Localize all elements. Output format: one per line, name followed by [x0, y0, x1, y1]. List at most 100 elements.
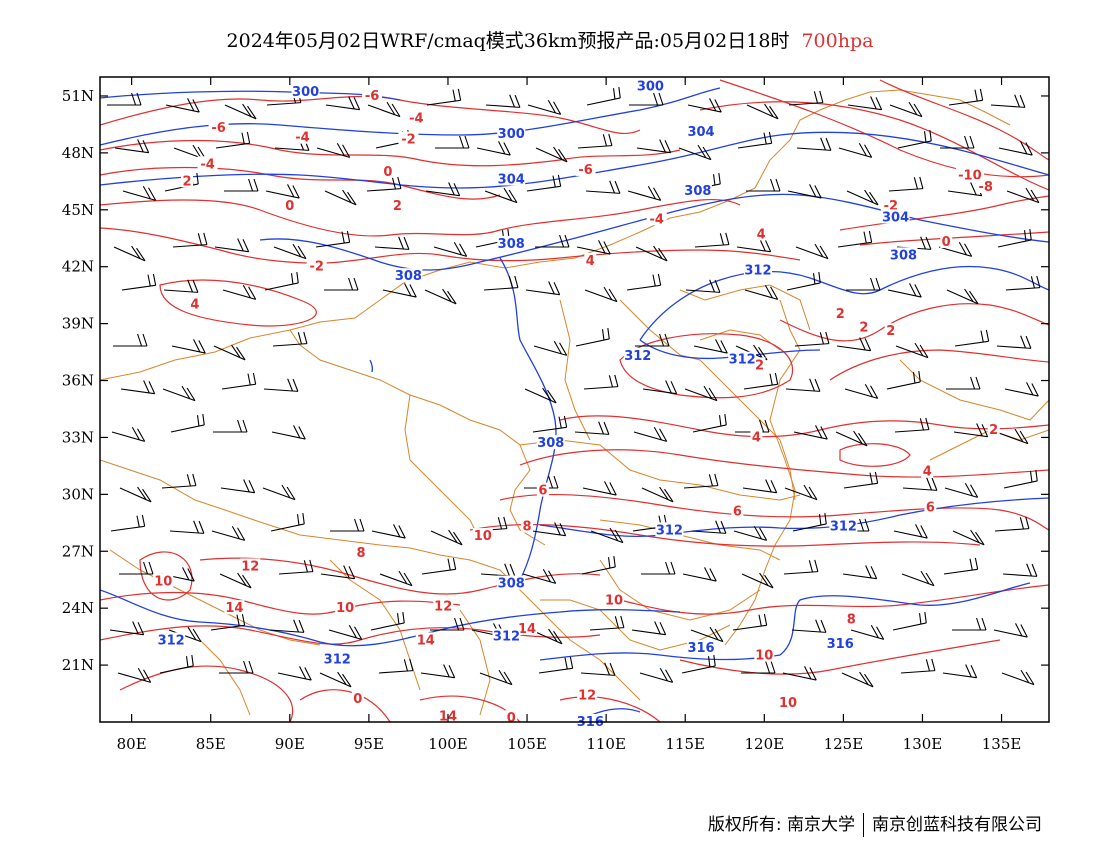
wind-barb — [681, 654, 716, 674]
wind-barb — [277, 666, 312, 681]
wind-barb — [159, 654, 194, 674]
temp-label-26: 4 — [923, 465, 932, 480]
height-label-bg-14 — [655, 522, 684, 537]
height-label-6: 304 — [882, 210, 909, 225]
temp-label-35: 14 — [225, 601, 243, 616]
temp-label-bg-42 — [754, 647, 775, 662]
wind-barb — [897, 129, 932, 149]
wind-barb — [122, 185, 157, 201]
temp-label-40: 10 — [605, 594, 623, 609]
wind-barb — [272, 331, 308, 347]
wind-barb — [330, 518, 365, 532]
wind-barb — [1003, 469, 1038, 489]
x-tick-label-8: 120E — [745, 735, 785, 753]
wind-barb — [626, 273, 662, 291]
temp-label-29: 6 — [538, 484, 547, 499]
wind-barb — [584, 286, 618, 303]
wind-barb — [994, 516, 1030, 532]
x-tick-label-4: 100E — [428, 735, 468, 753]
wind-barb — [902, 477, 938, 491]
x-axis: 80E 85E 90E 95E 100E 105E 110E 115E 120E 125E 130E… — [117, 77, 1021, 753]
wind-barb — [639, 667, 674, 683]
wind-barb — [1001, 669, 1035, 686]
temp-label-bg-23 — [753, 357, 766, 372]
wind-barb — [576, 240, 611, 255]
wind-barb — [733, 525, 768, 541]
wind-barb — [786, 271, 821, 291]
wind-barb — [741, 572, 774, 589]
wind-barb — [744, 284, 779, 300]
height-label-bg-2 — [497, 125, 526, 140]
height-label-3: 304 — [687, 125, 714, 140]
wind-barb — [635, 245, 668, 262]
wind-barb — [585, 180, 621, 194]
wind-barb — [420, 664, 456, 679]
y-tick-label-4: 39N — [62, 315, 94, 333]
temp-label-13: -4 — [650, 212, 664, 227]
temp-label-bg-31 — [472, 528, 493, 543]
temp-label-bg-25 — [750, 429, 763, 444]
wind-barb — [533, 340, 568, 356]
y-tick-label-1: 48N — [62, 144, 94, 162]
height-label-bg-15 — [829, 518, 858, 533]
temp-label-28: 6 — [926, 501, 935, 516]
temp-label-bg-7 — [381, 163, 394, 178]
wind-barb — [320, 565, 356, 580]
height-label-19: 312 — [324, 652, 351, 667]
wind-barb — [211, 525, 246, 541]
temp-label-5: -4 — [409, 112, 423, 127]
wind-barb — [582, 481, 617, 496]
wind-barb — [527, 99, 562, 115]
height-label-bg-9 — [889, 247, 918, 262]
x-tick-label-2: 90E — [275, 735, 305, 753]
height-label-15: 312 — [830, 520, 857, 535]
wind-barb — [841, 671, 874, 688]
wind-barb — [641, 486, 674, 503]
wind-barb — [315, 230, 351, 248]
height-label-9: 308 — [890, 248, 917, 263]
wind-barb — [370, 611, 405, 631]
wind-barb — [161, 473, 197, 489]
wind-barb — [382, 283, 417, 298]
height-label-10: 312 — [744, 264, 771, 279]
height-label-4: 304 — [498, 172, 525, 187]
height-label-bg-10 — [743, 262, 772, 277]
wind-barb — [694, 232, 730, 248]
wind-barb — [642, 380, 678, 395]
wind-barb — [215, 131, 251, 149]
wind-barb — [110, 514, 146, 532]
wind-barb — [746, 103, 779, 120]
wind-barb — [687, 98, 722, 113]
temp-label-bg-40 — [604, 592, 625, 607]
temperature-contours — [100, 79, 1049, 722]
wind-barb — [324, 277, 359, 291]
wind-barb — [796, 137, 832, 151]
temp-label-bg-30 — [521, 518, 534, 533]
country-province-boundaries — [100, 89, 1049, 716]
wind-barb — [691, 520, 727, 534]
wind-barb — [1005, 275, 1041, 291]
wind-barb — [162, 385, 196, 402]
wind-barb — [538, 656, 574, 674]
temp-label-bg-29 — [536, 482, 549, 497]
temp-label-bg-22 — [884, 323, 897, 338]
temp-label-47: 10 — [779, 696, 797, 711]
temp-label-33: 12 — [241, 559, 259, 574]
temp-label-25: 4 — [752, 430, 761, 445]
height-label-bg-3 — [687, 124, 716, 139]
wind-barb — [842, 565, 878, 580]
temp-label-bg-43 — [577, 687, 598, 702]
wind-barb — [844, 383, 879, 399]
temp-label-bg-9 — [391, 198, 404, 212]
wind-barb — [374, 236, 410, 250]
temp-label-bg-27 — [731, 503, 744, 518]
wind-barb — [943, 557, 979, 575]
temp-label-32: 8 — [356, 546, 365, 561]
temp-label-bg-12 — [575, 161, 596, 176]
wind-barb — [171, 339, 206, 354]
wind-barb — [692, 413, 727, 433]
temp-label-bg-13 — [646, 211, 667, 226]
height-label-bg-0 — [291, 84, 320, 99]
wind-barb — [316, 142, 351, 158]
